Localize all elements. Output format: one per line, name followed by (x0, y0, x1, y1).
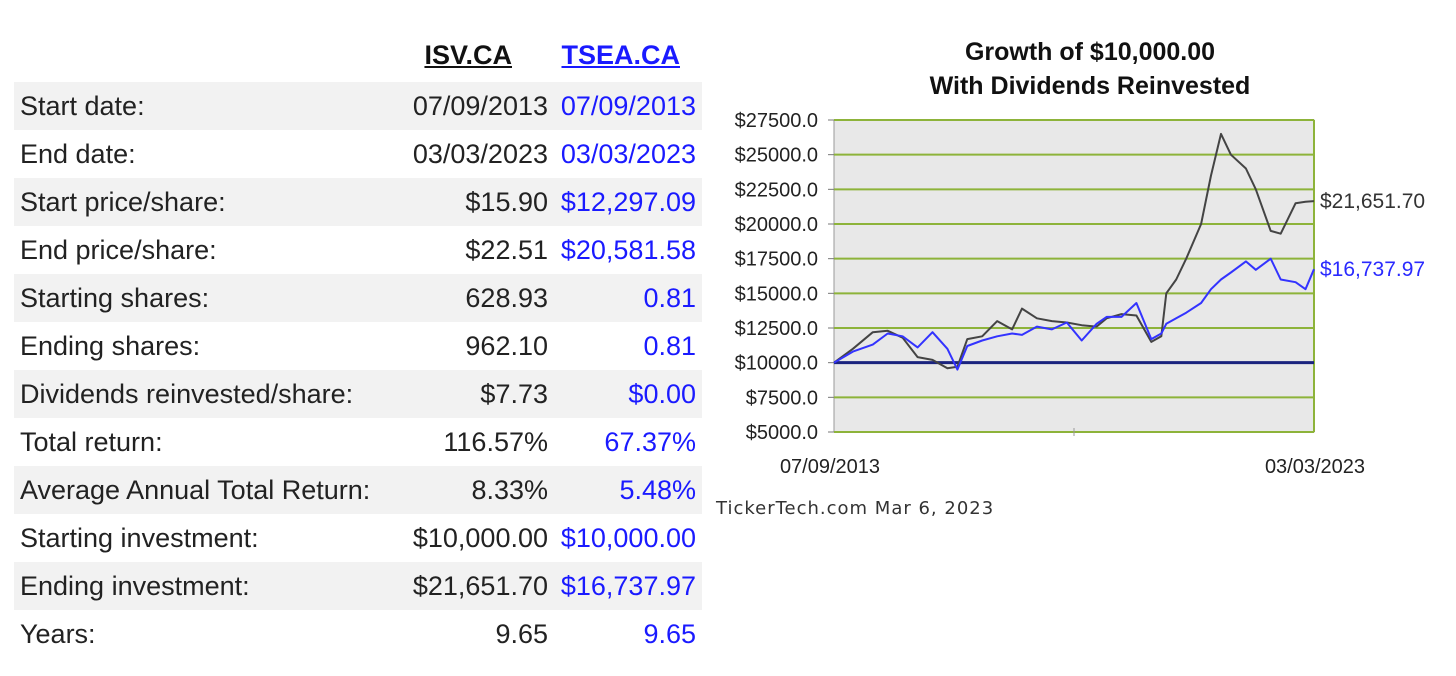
series-line-isv-ca (833, 132, 1315, 370)
y-tick-label: $22500.0 (735, 179, 818, 201)
y-tick-label: $7500.0 (746, 387, 818, 409)
y-tick-label: $27500.0 (735, 110, 818, 132)
isv-value: 07/09/2013 (390, 82, 548, 130)
y-tick-label: $10000.0 (735, 353, 818, 375)
isv-value: $22.51 (465, 234, 548, 265)
tsea-value: 0.81 (643, 330, 696, 361)
isv-value: $10,000.00 (412, 522, 548, 553)
chart-title: Growth of $10,000.00 (965, 38, 1215, 66)
tsea-value: 07/09/2013 (548, 82, 702, 130)
tsea-value: $10,000.00 (560, 522, 696, 553)
y-tick-label: $20000.0 (735, 214, 818, 236)
isv-value: 9.65 (495, 618, 548, 649)
isv-value: 962.10 (465, 330, 548, 361)
end-labels: $21,651.70 $16,737.97 (1320, 190, 1425, 281)
plot-area (833, 119, 1315, 433)
row-label: Years: (20, 618, 96, 649)
table-row: Start date: 07/09/2013 07/09/2013 (14, 82, 702, 130)
x-start-label: 07/09/2013 (780, 456, 880, 478)
table-row: End price/share: $22.51 $20,581.58 (14, 226, 702, 274)
x-end-label: 03/03/2023 (1265, 456, 1365, 478)
comparison-table: Start date: 07/09/2013 07/09/2013 End da… (14, 82, 702, 658)
table-row: Ending shares: 962.10 0.81 (14, 322, 702, 370)
row-label: Starting shares: (14, 274, 390, 322)
tsea-value: 67.37% (604, 426, 696, 457)
isv-value: 03/03/2023 (412, 138, 548, 169)
row-label: End date: (20, 138, 136, 169)
gridlines (834, 119, 1315, 433)
end-value-label: $21,651.70 (1320, 190, 1425, 213)
tsea-value: 9.65 (643, 618, 696, 649)
series (833, 132, 1315, 371)
row-label: Average Annual Total Return: (14, 466, 390, 514)
isv-value: 628.93 (390, 274, 548, 322)
isv-value: 8.33% (390, 466, 548, 514)
isv-value: $7.73 (390, 370, 548, 418)
isv-value: $15.90 (390, 178, 548, 226)
y-tick-label: $17500.0 (735, 249, 818, 271)
column-headers: ISV.CA TSEA.CA (0, 32, 700, 78)
table-row: Years: 9.65 9.65 (14, 610, 702, 658)
y-axis: $27500.0 $25000.0 $22500.0 $20000.0 $17500.0… (735, 110, 834, 444)
tsea-value: $0.00 (548, 370, 702, 418)
row-label: Dividends reinvested/share: (14, 370, 390, 418)
growth-chart-svg: Growth of $10,000.00 With Dividends Rein… (715, 38, 1425, 519)
row-label: Starting investment: (20, 522, 259, 553)
growth-chart: Growth of $10,000.00 With Dividends Rein… (700, 30, 1456, 530)
y-tick-label: $25000.0 (735, 145, 818, 167)
tsea-value: 03/03/2023 (560, 138, 696, 169)
row-label: Ending shares: (20, 330, 201, 361)
y-tick-label: $12500.0 (735, 318, 818, 340)
table-row: Dividends reinvested/share: $7.73 $0.00 (14, 370, 702, 418)
y-tick-label: $5000.0 (746, 422, 818, 444)
row-label: Ending investment: (14, 562, 390, 610)
tsea-value: $16,737.97 (548, 562, 702, 610)
table-row: Starting shares: 628.93 0.81 (14, 274, 702, 322)
end-value-label: $16,737.97 (1320, 258, 1425, 281)
row-label: Start date: (14, 82, 390, 130)
row-label: Start price/share: (14, 178, 390, 226)
chart-subtitle: With Dividends Reinvested (930, 72, 1251, 100)
ticker-link-isv[interactable]: ISV.CA (424, 40, 512, 70)
tsea-value: 5.48% (548, 466, 702, 514)
table-row: Starting investment: $10,000.00 $10,000.… (14, 514, 702, 562)
ticker-link-tsea[interactable]: TSEA.CA (561, 40, 680, 70)
credit-text: TickerTech.com Mar 6, 2023 (715, 498, 994, 519)
y-tick-label: $15000.0 (735, 283, 818, 305)
isv-value: $21,651.70 (390, 562, 548, 610)
isv-value: 116.57% (443, 426, 548, 457)
tsea-value: $12,297.09 (548, 178, 702, 226)
table-row: Start price/share: $15.90 $12,297.09 (14, 178, 702, 226)
table-row: Ending investment: $21,651.70 $16,737.97 (14, 562, 702, 610)
table-row: End date: 03/03/2023 03/03/2023 (14, 130, 702, 178)
row-label: Total return: (20, 426, 163, 457)
tsea-value: 0.81 (548, 274, 702, 322)
tsea-value: $20,581.58 (560, 234, 696, 265)
table-row: Average Annual Total Return: 8.33% 5.48% (14, 466, 702, 514)
series-line-tsea-ca (833, 257, 1315, 371)
row-label: End price/share: (20, 234, 217, 265)
table-row: Total return: 116.57% 67.37% (14, 418, 702, 466)
